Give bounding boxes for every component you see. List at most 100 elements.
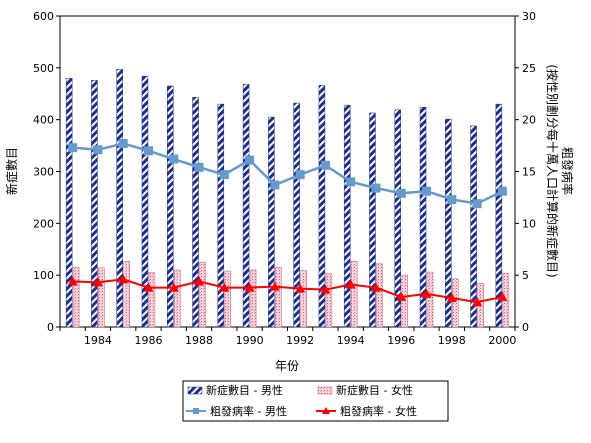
bar-male-1996	[394, 109, 401, 328]
point-male-rate-1987	[169, 154, 179, 164]
point-male-rate-2000	[497, 186, 507, 196]
legend-label-female-rate: 粗發病率 - 女性	[340, 404, 417, 418]
point-male-rate-1996	[396, 188, 406, 198]
bar-female-1984	[98, 267, 105, 328]
legend-marker-female-rate	[322, 407, 330, 414]
legend-item-female-cases: 新症數目 - 女性	[317, 383, 413, 397]
point-male-rate-1999	[472, 199, 482, 209]
left-y-axis-title: 新症數目	[4, 147, 19, 195]
x-tick-label-1984: 1984	[84, 334, 112, 347]
bar-male-1988	[192, 97, 199, 328]
bar-female-1987	[174, 269, 181, 328]
legend-swatch-female-cases	[317, 386, 333, 395]
bar-male-1986	[141, 75, 149, 328]
right-y-tick-label-20: 20	[522, 114, 536, 127]
point-female-rate-1984	[92, 277, 103, 287]
point-female-rate-1988	[194, 276, 205, 286]
bar-female-1998	[452, 278, 459, 328]
bar-male-1984	[91, 80, 98, 328]
point-male-rate-1988	[194, 162, 204, 172]
x-tick-label-1986: 1986	[134, 334, 162, 347]
bar-male-1985	[116, 69, 123, 328]
bar-female-1997	[426, 271, 434, 328]
point-female-rate-1998	[446, 292, 457, 302]
bar-female-1996	[401, 274, 408, 328]
left-y-tick-label-200: 200	[33, 217, 54, 230]
bar-female-1993	[325, 273, 333, 328]
right-y-tick-label-15: 15	[522, 166, 536, 179]
point-male-rate-1989	[219, 170, 229, 180]
right-y-tick-label-25: 25	[522, 62, 536, 75]
legend-item-male-rate: 粗發病率 - 男性	[186, 404, 287, 418]
left-y-tick-label-600: 600	[33, 10, 54, 23]
point-female-rate-1995	[370, 282, 381, 292]
left-y-tick-label-500: 500	[33, 62, 54, 75]
bar-male-1987	[167, 85, 174, 328]
right-y-axis-title-line1: 粗發病率	[560, 147, 575, 195]
point-female-rate-1994	[345, 279, 356, 289]
x-axis-title: 年份	[275, 359, 299, 373]
bar-male-1992	[293, 102, 300, 328]
legend-swatch-male-cases	[187, 386, 203, 395]
point-male-rate-1998	[447, 194, 457, 204]
bar-male-1998	[445, 118, 452, 328]
bars-layer	[65, 69, 510, 328]
bar-female-1989	[224, 270, 232, 328]
point-female-rate-1986	[143, 282, 154, 292]
line-male-rate	[72, 142, 503, 205]
bar-female-1994	[350, 260, 358, 328]
point-male-rate-1985	[118, 139, 128, 149]
legend: 新症數目 - 男性 新症數目 - 女性 粗發病率 - 男性 粗發病率 - 女性	[182, 380, 449, 422]
point-male-rate-1992	[295, 170, 305, 180]
point-female-rate-1985	[118, 274, 129, 284]
right-y-tick-label-5: 5	[522, 269, 529, 282]
point-male-rate-1997	[422, 186, 432, 196]
bar-female-1991	[275, 267, 282, 328]
bar-female-1986	[148, 272, 156, 328]
legend-item-male-cases: 新症數目 - 男性	[187, 383, 283, 397]
bar-female-1992	[300, 270, 307, 328]
bar-male-1999	[470, 125, 477, 328]
bar-male-1983	[65, 77, 73, 328]
point-male-rate-1994	[346, 177, 356, 187]
right-y-axis-title-line2: (按性別劃分每十萬人口計算的新症數目)	[545, 64, 560, 277]
legend-label-male-cases: 新症數目 - 男性	[206, 383, 283, 397]
point-female-rate-1991	[269, 281, 280, 291]
point-female-rate-2000	[497, 291, 508, 301]
point-male-rate-1993	[320, 160, 330, 170]
x-tick-label-1994: 1994	[337, 334, 365, 347]
point-female-rate-1989	[219, 282, 230, 292]
bar-female-1988	[199, 261, 206, 328]
bar-female-1983	[72, 267, 80, 328]
point-female-rate-1987	[168, 282, 179, 292]
x-tick-label-1998: 1998	[438, 334, 466, 347]
point-female-rate-1993	[320, 284, 331, 294]
point-female-rate-1990	[244, 282, 255, 292]
point-male-rate-1991	[270, 180, 280, 190]
x-tick-label-1992: 1992	[286, 334, 314, 347]
legend-box	[182, 380, 449, 422]
point-female-rate-1999	[472, 297, 483, 307]
legend-label-male-rate: 粗發病率 - 男性	[210, 404, 287, 418]
point-female-rate-1997	[421, 288, 432, 298]
point-male-rate-1984	[93, 145, 103, 155]
bar-female-1990	[249, 269, 257, 328]
point-female-rate-1983	[67, 276, 78, 286]
bar-female-1985	[123, 260, 130, 328]
x-tick-label-1990: 1990	[236, 334, 264, 347]
point-female-rate-1992	[295, 283, 306, 293]
axes-layer: 0 100 200 300 400 500 600 0 5 10 15 20 25 30 1984 1986 1…	[33, 10, 536, 347]
bar-male-1989	[217, 103, 225, 328]
bar-male-1993	[318, 85, 326, 328]
right-y-tick-label-10: 10	[522, 217, 536, 230]
lines-layer	[67, 139, 508, 307]
bar-male-1994	[343, 104, 351, 328]
point-male-rate-1986	[143, 146, 153, 156]
left-y-tick-label-300: 300	[33, 166, 54, 179]
legend-marker-male-rate	[193, 408, 199, 414]
right-y-tick-label-30: 30	[522, 10, 536, 23]
right-y-tick-label-0: 0	[522, 321, 529, 334]
bar-male-2000	[495, 103, 503, 328]
